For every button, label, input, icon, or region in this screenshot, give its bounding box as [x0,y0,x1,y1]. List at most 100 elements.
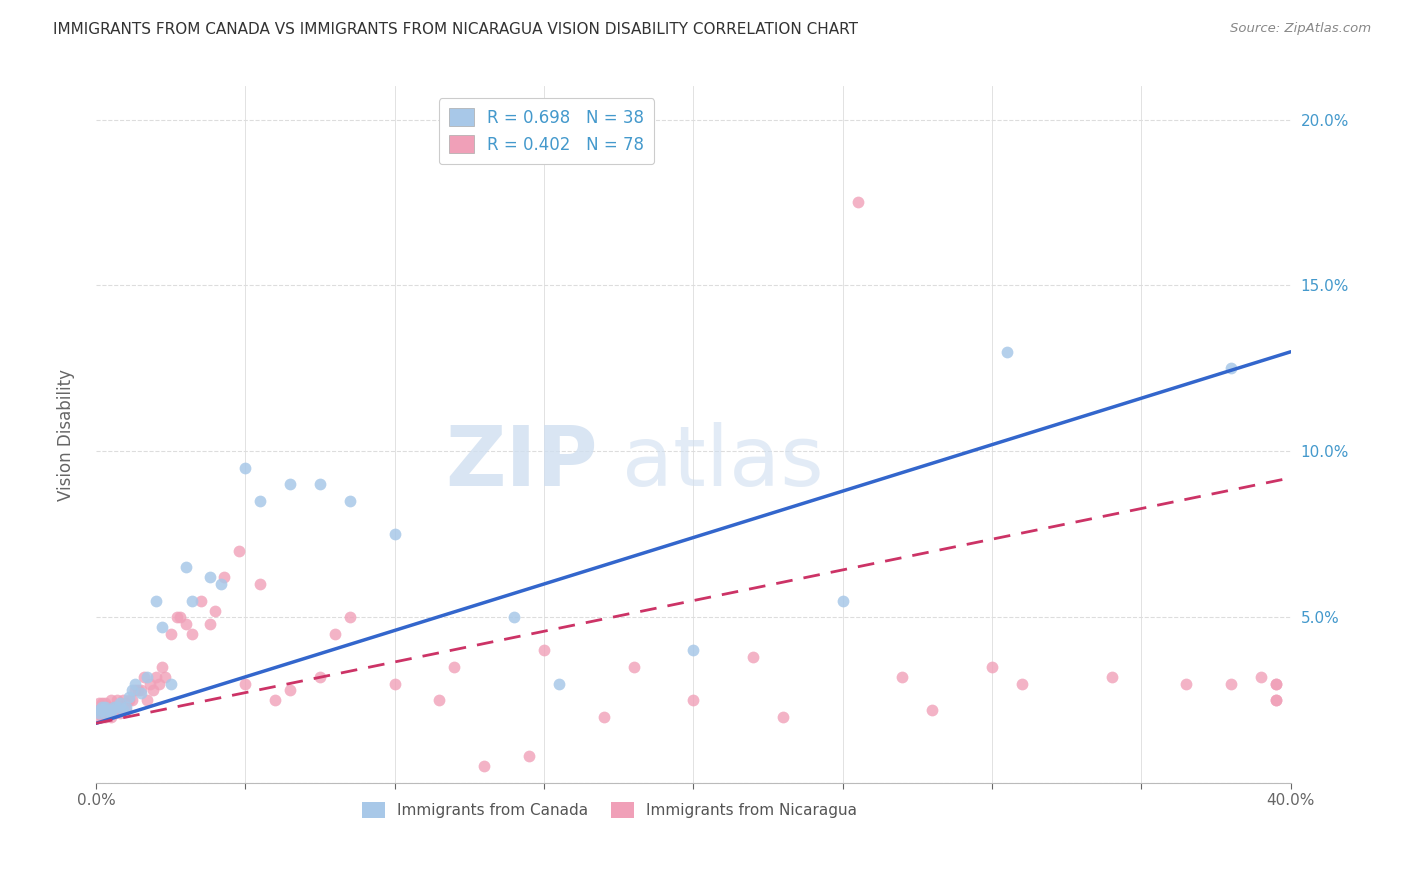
Point [198,616,221,631]
Point [169,610,191,624]
Point [132,670,155,684]
Point [145,593,167,607]
Point [831,593,853,607]
Point [443,660,465,674]
Point [682,693,704,707]
Point [211,577,233,591]
Point [94,706,117,721]
Point [111,693,134,707]
Point [264,693,287,707]
Point [1011,676,1033,690]
Point [121,693,143,707]
Point [1101,670,1123,684]
Point [121,683,143,698]
Point [115,703,138,717]
Y-axis label: Vision Disability: Vision Disability [58,368,75,500]
Point [97,706,120,721]
Point [94,703,117,717]
Point [103,706,125,721]
Point [190,593,212,607]
Point [309,477,332,491]
Point [503,610,526,624]
Point [87,703,110,717]
Point [1250,670,1272,684]
Point [180,593,202,607]
Point [100,706,122,721]
Point [91,697,114,711]
Point [384,527,406,541]
Point [91,703,114,717]
Point [87,709,110,723]
Point [166,610,188,624]
Text: IMMIGRANTS FROM CANADA VS IMMIGRANTS FROM NICARAGUA VISION DISABILITY CORRELATIO: IMMIGRANTS FROM CANADA VS IMMIGRANTS FRO… [53,22,859,37]
Point [981,660,1004,674]
Point [921,703,943,717]
Point [339,610,361,624]
Point [159,626,181,640]
Point [339,494,361,508]
Point [891,670,914,684]
Point [592,709,614,723]
Legend: Immigrants from Canada, Immigrants from Nicaragua: Immigrants from Canada, Immigrants from … [356,796,863,824]
Point [1264,676,1286,690]
Point [118,690,141,704]
Point [174,616,197,631]
Point [1175,676,1198,690]
Point [249,577,271,591]
Point [198,570,221,584]
Point [135,693,157,707]
Point [1264,676,1286,690]
Text: ZIP: ZIP [446,422,598,503]
Point [100,703,122,717]
Point [108,706,131,721]
Point [111,703,134,717]
Point [682,643,704,657]
Point [742,650,765,665]
Point [204,603,226,617]
Point [91,703,114,717]
Point [148,676,170,690]
Point [129,683,152,698]
Point [472,759,495,773]
Point [1264,693,1286,707]
Point [111,703,134,717]
Point [124,676,146,690]
Point [772,709,794,723]
Point [145,670,167,684]
Point [103,699,125,714]
Point [548,676,571,690]
Point [105,693,128,707]
Point [139,676,162,690]
Point [323,626,346,640]
Text: atlas: atlas [621,422,824,503]
Point [1220,676,1243,690]
Point [100,703,122,717]
Point [517,749,540,764]
Point [87,703,110,717]
Point [429,693,451,707]
Point [180,626,202,640]
Point [129,686,152,700]
Point [623,660,645,674]
Text: Source: ZipAtlas.com: Source: ZipAtlas.com [1230,22,1371,36]
Point [91,699,114,714]
Point [1220,361,1243,376]
Point [150,620,173,634]
Point [124,683,146,698]
Point [87,697,110,711]
Point [97,703,120,717]
Point [309,670,332,684]
Point [100,709,122,723]
Point [94,699,117,714]
Point [105,703,128,717]
Point [97,699,120,714]
Point [118,693,141,707]
Point [135,670,157,684]
Point [1264,693,1286,707]
Point [127,683,149,698]
Point [94,697,117,711]
Point [150,660,173,674]
Point [142,683,165,698]
Point [533,643,555,657]
Point [115,699,138,714]
